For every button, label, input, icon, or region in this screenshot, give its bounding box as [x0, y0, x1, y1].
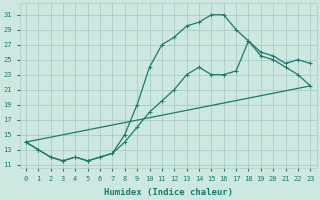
- X-axis label: Humidex (Indice chaleur): Humidex (Indice chaleur): [104, 188, 233, 197]
